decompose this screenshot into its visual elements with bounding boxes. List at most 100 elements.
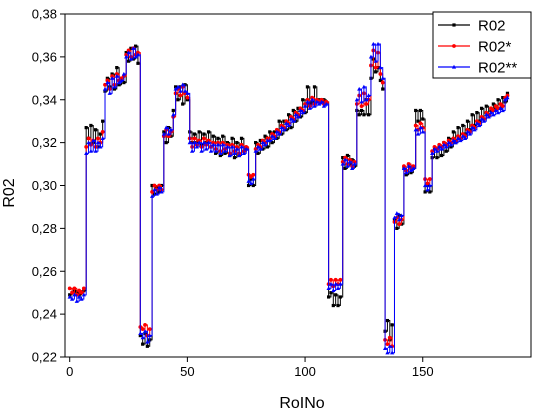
data-point xyxy=(505,91,510,95)
series-line xyxy=(69,43,508,354)
data-point xyxy=(390,350,395,355)
legend-marker xyxy=(452,23,456,27)
data-point xyxy=(385,318,390,323)
data-point xyxy=(338,295,342,299)
data-point xyxy=(248,181,254,185)
data-point xyxy=(136,61,140,65)
data-point xyxy=(333,281,338,286)
data-point xyxy=(171,108,175,113)
data-point xyxy=(427,177,432,181)
data-point xyxy=(387,344,392,348)
data-point xyxy=(122,81,126,85)
data-point xyxy=(105,80,110,85)
data-point xyxy=(326,286,331,290)
data-point xyxy=(467,131,472,136)
data-point xyxy=(418,121,423,126)
data-point xyxy=(263,134,267,138)
data-point xyxy=(192,140,197,145)
data-point xyxy=(140,335,145,340)
data-point xyxy=(225,141,229,145)
data-point xyxy=(463,136,468,140)
data-point xyxy=(192,136,197,141)
data-point xyxy=(262,142,268,147)
data-point xyxy=(234,146,239,151)
data-point xyxy=(291,118,296,123)
data-point xyxy=(84,126,88,130)
data-point xyxy=(117,83,121,87)
data-point xyxy=(134,44,138,48)
series-r02 xyxy=(68,44,510,348)
data-point xyxy=(486,114,491,119)
legend-label: R02* xyxy=(478,39,512,56)
data-point xyxy=(149,194,155,198)
data-point xyxy=(202,132,206,136)
data-point xyxy=(208,149,214,153)
data-point xyxy=(141,342,145,346)
y-axis-label: R02 xyxy=(1,178,18,207)
data-point xyxy=(282,119,286,123)
data-point xyxy=(131,46,136,50)
data-point xyxy=(319,99,324,104)
data-point xyxy=(374,70,378,74)
data-point xyxy=(362,113,366,117)
data-point xyxy=(453,140,458,145)
data-point xyxy=(333,277,338,282)
data-point xyxy=(192,132,197,136)
data-point xyxy=(394,211,399,215)
data-point xyxy=(100,130,105,134)
data-point xyxy=(98,132,102,136)
data-point xyxy=(430,151,435,155)
data-point xyxy=(354,97,359,102)
data-point xyxy=(220,142,225,147)
data-point xyxy=(168,127,174,132)
data-point xyxy=(331,303,335,308)
data-point xyxy=(470,125,475,130)
legend-label: R02** xyxy=(478,60,517,77)
data-point xyxy=(503,97,508,102)
data-point xyxy=(197,130,201,134)
data-point xyxy=(161,131,166,136)
data-point xyxy=(329,277,333,282)
data-point xyxy=(272,136,277,140)
data-point xyxy=(378,78,382,83)
data-point xyxy=(366,93,371,98)
data-point xyxy=(152,187,157,192)
data-point xyxy=(180,82,185,87)
data-point xyxy=(491,102,495,106)
data-point xyxy=(312,85,317,89)
data-point xyxy=(305,85,310,89)
data-point xyxy=(343,166,347,170)
data-point xyxy=(441,142,447,147)
y-tick-label: 0,22 xyxy=(32,350,57,365)
data-point xyxy=(341,156,345,160)
data-point xyxy=(456,126,460,130)
data-point xyxy=(500,104,505,109)
data-point xyxy=(427,183,432,188)
series-line xyxy=(69,47,508,347)
data-point xyxy=(421,117,425,121)
data-point xyxy=(300,110,305,115)
data-point xyxy=(110,72,114,76)
data-point xyxy=(135,52,141,57)
data-point xyxy=(448,142,454,147)
data-point xyxy=(260,140,265,145)
series-line xyxy=(69,45,508,347)
y-tick-label: 0,36 xyxy=(32,49,57,64)
data-point xyxy=(181,102,185,106)
data-point xyxy=(256,151,260,155)
data-point xyxy=(347,159,352,164)
data-point xyxy=(121,71,126,76)
data-point xyxy=(314,99,319,104)
data-point xyxy=(173,86,178,91)
data-point xyxy=(109,76,115,80)
data-point xyxy=(451,130,455,134)
data-point xyxy=(413,123,418,128)
data-point xyxy=(357,113,361,117)
data-point xyxy=(415,131,421,136)
data-point xyxy=(227,153,232,158)
data-point xyxy=(101,119,105,123)
data-point xyxy=(368,54,374,59)
data-point xyxy=(159,189,164,194)
data-point xyxy=(373,65,378,70)
data-point xyxy=(399,213,404,218)
